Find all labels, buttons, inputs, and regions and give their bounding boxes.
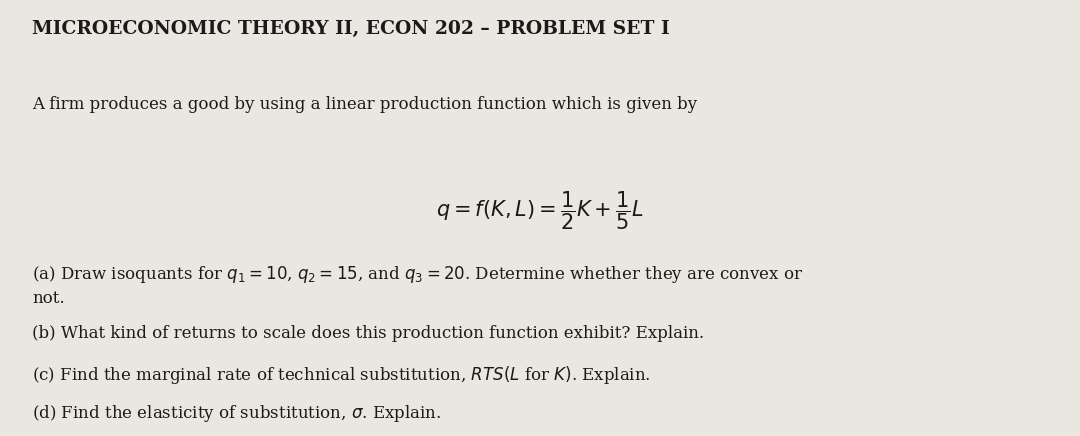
Text: $q = f(K, L) = \dfrac{1}{2}K + \dfrac{1}{5}L$: $q = f(K, L) = \dfrac{1}{2}K + \dfrac{1}…: [436, 190, 644, 232]
Text: (a) Draw isoquants for $q_1 = 10$, $q_2 = 15$, and $q_3 = 20$. Determine whether: (a) Draw isoquants for $q_1 = 10$, $q_2 …: [32, 264, 804, 307]
Text: (d) Find the elasticity of substitution, $\sigma$. Explain.: (d) Find the elasticity of substitution,…: [32, 403, 442, 424]
Text: (b) What kind of returns to scale does this production function exhibit? Explain: (b) What kind of returns to scale does t…: [32, 325, 704, 342]
Text: MICROECONOMIC THEORY II, ECON 202 – PROBLEM SET I: MICROECONOMIC THEORY II, ECON 202 – PROB…: [32, 20, 671, 37]
Text: A firm produces a good by using a linear production function which is given by: A firm produces a good by using a linear…: [32, 96, 698, 113]
Text: (c) Find the marginal rate of technical substitution, $\mathit{RTS}(L$ for $K)$.: (c) Find the marginal rate of technical …: [32, 364, 651, 386]
